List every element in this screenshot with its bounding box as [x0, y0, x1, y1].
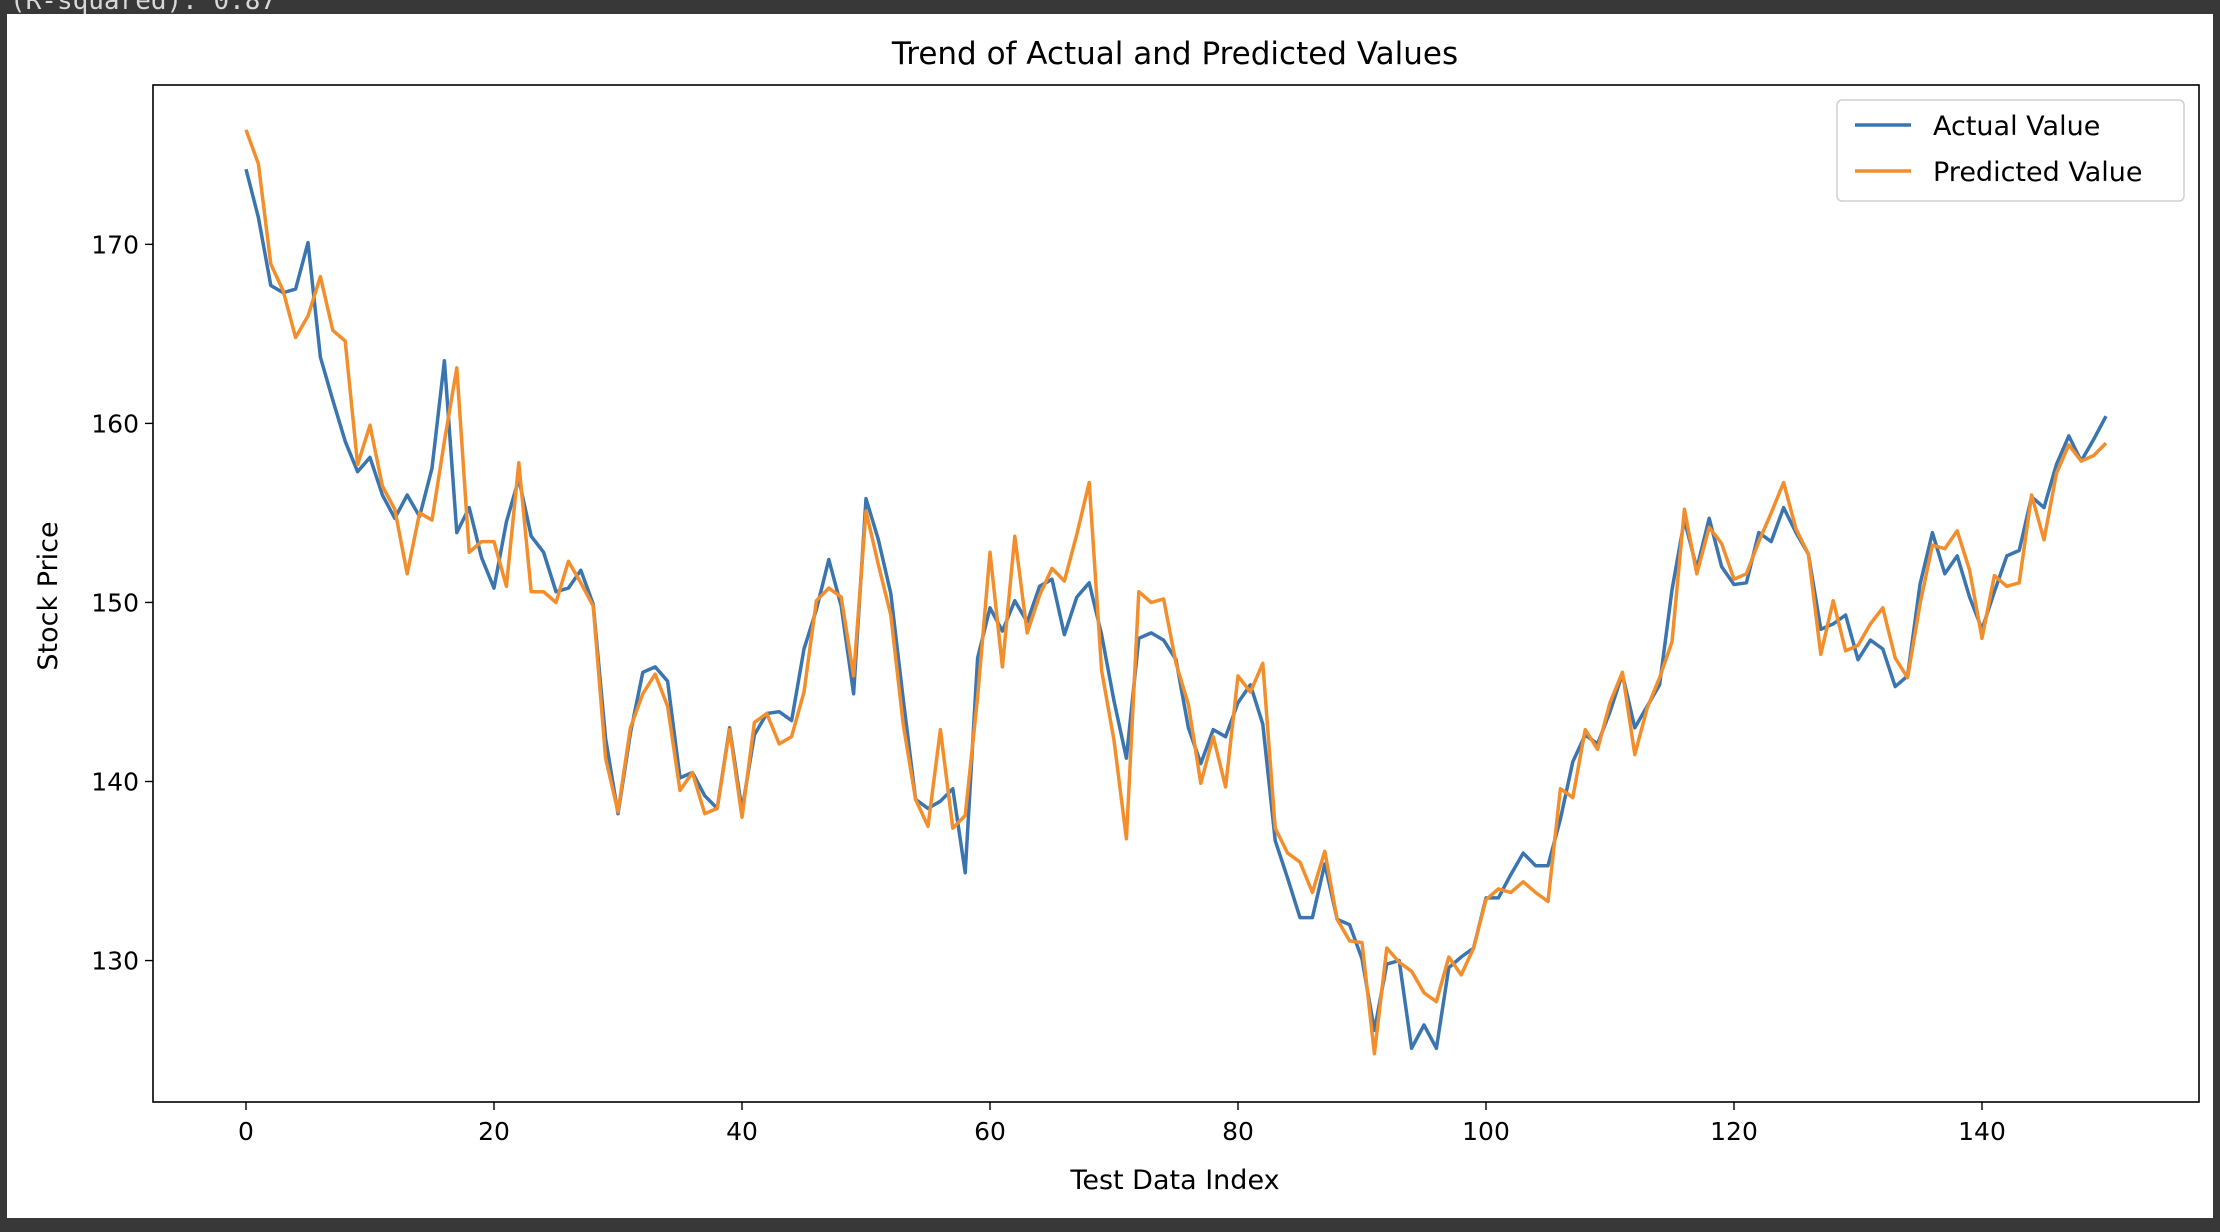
- x-axis-label: Test Data Index: [1069, 1165, 1279, 1196]
- legend-label-predicted: Predicted Value: [1933, 157, 2142, 188]
- y-tick-label: 130: [91, 947, 139, 976]
- x-tick-label: 0: [238, 1117, 254, 1146]
- line-chart: Trend of Actual and Predicted Values Tes…: [33, 36, 2200, 1196]
- axis-ticks: 0 20 40 60 80 100 120 140 130 140 150 160 170: [91, 230, 2006, 1146]
- legend-label-actual: Actual Value: [1933, 111, 2100, 142]
- x-tick-label: 120: [1710, 1117, 1758, 1146]
- series-line-actual: [244, 168, 2108, 1051]
- x-tick-label: 20: [478, 1117, 510, 1146]
- y-tick-label: 160: [91, 409, 139, 438]
- chart-title: Trend of Actual and Predicted Values: [891, 36, 1458, 72]
- y-tick-label: 150: [91, 588, 139, 617]
- y-tick-label: 140: [91, 768, 139, 797]
- plot-lines: [244, 129, 2108, 1056]
- x-tick-label: 140: [1958, 1117, 2006, 1146]
- x-tick-label: 100: [1462, 1117, 1510, 1146]
- chart-figure: Trend of Actual and Predicted Values Tes…: [7, 14, 2213, 1218]
- legend: Actual Value Predicted Value: [1836, 99, 2185, 202]
- cell-output-text: (R-squared): 0.87: [10, 0, 277, 16]
- y-axis-label: Stock Price: [33, 521, 64, 670]
- series-line-predicted: [244, 129, 2108, 1056]
- y-tick-label: 170: [91, 230, 139, 259]
- legend-box: [1836, 99, 2185, 202]
- x-tick-label: 80: [1222, 1117, 1254, 1146]
- axes-frame: [152, 84, 2200, 1103]
- x-tick-label: 40: [726, 1117, 758, 1146]
- x-tick-label: 60: [974, 1117, 1006, 1146]
